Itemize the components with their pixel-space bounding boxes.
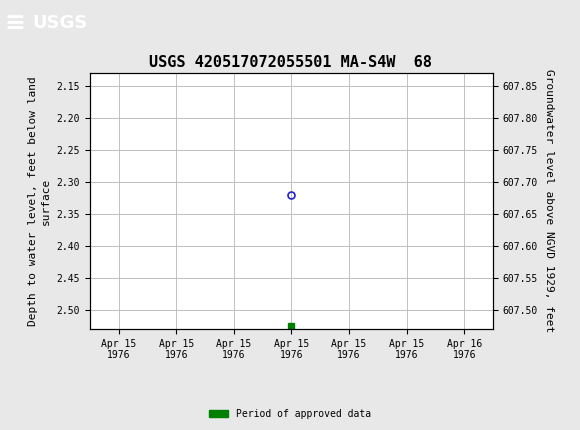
Y-axis label: Groundwater level above NGVD 1929, feet: Groundwater level above NGVD 1929, feet xyxy=(543,69,553,333)
Legend: Period of approved data: Period of approved data xyxy=(205,405,375,423)
Text: USGS 420517072055501 MA-S4W  68: USGS 420517072055501 MA-S4W 68 xyxy=(148,55,432,70)
Text: USGS: USGS xyxy=(32,14,87,31)
Y-axis label: Depth to water level, feet below land
surface: Depth to water level, feet below land su… xyxy=(28,76,51,326)
Text: ≡: ≡ xyxy=(5,11,26,34)
